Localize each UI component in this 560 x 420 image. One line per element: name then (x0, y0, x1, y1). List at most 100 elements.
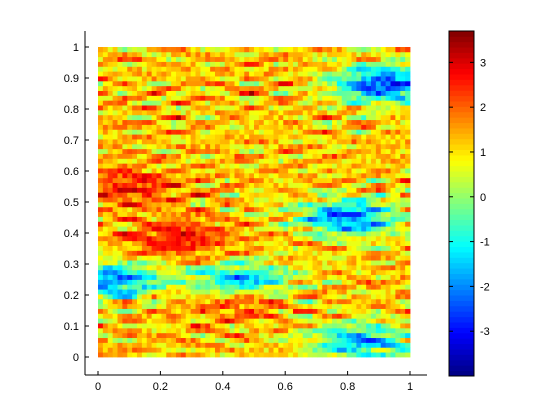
heatmap-cell (268, 216, 274, 222)
heatmap-cell (132, 158, 138, 164)
heatmap-cell (117, 47, 123, 53)
heatmap-cell (351, 303, 357, 309)
heatmap-cell (137, 255, 143, 261)
heatmap-cell (234, 109, 240, 116)
heatmap-cell (263, 260, 270, 266)
heatmap-cell (356, 182, 362, 188)
heatmap-cell (258, 100, 265, 106)
heatmap-cell (312, 206, 318, 213)
heatmap-cell (356, 245, 362, 251)
heatmap-cell (341, 85, 348, 91)
heatmap-cell (254, 100, 260, 106)
heatmap-cell (317, 66, 323, 72)
heatmap-cell (405, 163, 411, 169)
heatmap-cell (244, 119, 250, 125)
heatmap-cell (102, 327, 109, 334)
heatmap-cell (132, 342, 138, 348)
heatmap-cell (234, 129, 240, 135)
heatmap-cell (400, 216, 406, 222)
heatmap-cell (371, 114, 377, 121)
heatmap-cell (161, 85, 167, 91)
heatmap-cell (268, 308, 274, 314)
heatmap-cell (288, 235, 294, 242)
heatmap-cell (395, 313, 401, 319)
heatmap-cell (400, 134, 406, 140)
heatmap-cell (312, 337, 318, 343)
heatmap-cell (151, 61, 157, 67)
heatmap-cell (122, 216, 128, 222)
heatmap-cell (190, 352, 196, 358)
heatmap-cell (234, 143, 240, 150)
heatmap-cell (405, 250, 411, 256)
heatmap-cell (180, 332, 187, 339)
heatmap-cell (375, 143, 382, 150)
heatmap-cell (224, 71, 231, 77)
heatmap-cell (307, 158, 313, 164)
heatmap-cell (341, 231, 348, 237)
heatmap-cell (302, 85, 309, 91)
heatmap-cell (151, 347, 157, 353)
heatmap-cell (273, 318, 279, 324)
colorbar-swatch (449, 176, 474, 183)
heatmap-cell (112, 192, 118, 198)
heatmap-cell (107, 90, 114, 96)
heatmap-cell (395, 323, 401, 329)
heatmap-cell (161, 240, 167, 246)
heatmap-cell (293, 187, 299, 193)
heatmap-cell (171, 323, 177, 329)
heatmap-cell (190, 216, 196, 222)
heatmap-cell (137, 177, 143, 184)
heatmap-cell (205, 303, 211, 309)
heatmap-cell (141, 240, 148, 246)
heatmap-cell (317, 327, 323, 334)
heatmap-cell (317, 143, 323, 150)
heatmap-cell (190, 289, 196, 295)
heatmap-cell (332, 148, 338, 154)
heatmap-cell (205, 289, 211, 295)
heatmap-cell (278, 105, 284, 111)
heatmap-cell (171, 143, 177, 150)
heatmap-cell (366, 114, 372, 121)
heatmap-cell (400, 318, 406, 324)
heatmap-cell (195, 323, 201, 329)
heatmap-cell (288, 211, 294, 217)
heatmap-cell (302, 342, 309, 348)
heatmap-cell (278, 235, 284, 242)
heatmap-cell (351, 264, 357, 271)
heatmap-cell (336, 231, 343, 237)
heatmap-cell (107, 332, 114, 339)
heatmap-cell (117, 274, 123, 280)
heatmap-cell (263, 332, 270, 339)
heatmap-cell (288, 163, 294, 169)
heatmap-cell (141, 90, 148, 96)
heatmap-cell (166, 51, 172, 58)
heatmap-cell (190, 56, 196, 62)
heatmap-cell (224, 100, 231, 106)
heatmap-cell (307, 308, 313, 314)
heatmap-cell (171, 66, 177, 72)
heatmap-cell (171, 100, 177, 106)
heatmap-cell (341, 192, 348, 198)
heatmap-cell (205, 80, 211, 87)
heatmap-cell (405, 47, 411, 53)
heatmap-cell (283, 216, 289, 222)
heatmap-cell (141, 337, 148, 343)
heatmap-cell (180, 187, 187, 193)
heatmap-cell (385, 284, 391, 290)
heatmap-cell (390, 211, 396, 217)
heatmap-cell (341, 148, 348, 154)
heatmap-cell (239, 284, 245, 290)
heatmap-cell (205, 119, 211, 125)
heatmap-cell (205, 308, 211, 314)
heatmap-cell (151, 192, 157, 198)
heatmap-cell (327, 163, 333, 169)
heatmap-cell (356, 56, 362, 62)
heatmap-cell (215, 90, 221, 96)
heatmap-cell (366, 124, 372, 130)
heatmap-cell (127, 134, 133, 140)
heatmap-cell (137, 187, 143, 193)
heatmap-cell (254, 51, 260, 58)
heatmap-cell (356, 177, 362, 184)
heatmap-cell (317, 226, 323, 232)
colorbar-swatch (449, 31, 474, 37)
